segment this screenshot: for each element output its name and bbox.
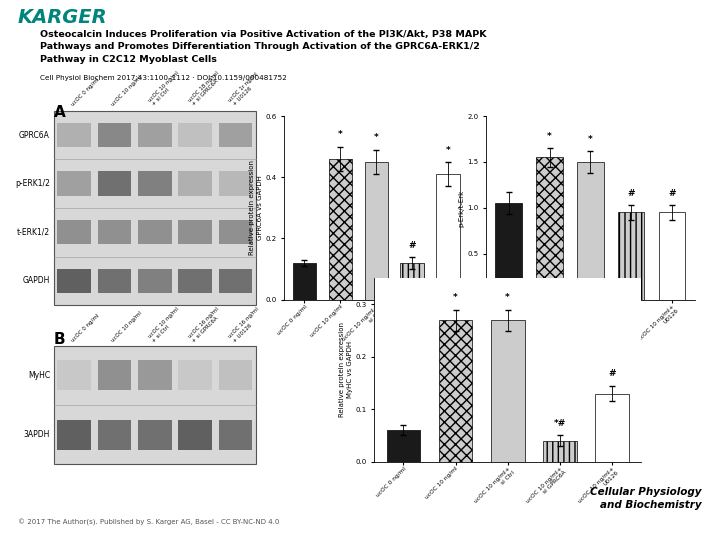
Bar bbox=[436, 174, 459, 300]
Bar bbox=[618, 212, 644, 300]
Text: *: * bbox=[505, 293, 510, 302]
Text: #: # bbox=[668, 189, 676, 198]
Bar bbox=[218, 172, 253, 195]
Bar bbox=[438, 320, 472, 462]
Text: ucOC 1r ng/ml
+ U0126: ucOC 1r ng/ml + U0126 bbox=[228, 71, 264, 107]
Bar bbox=[328, 159, 352, 300]
Bar bbox=[178, 123, 212, 147]
Bar bbox=[577, 162, 603, 300]
Bar bbox=[138, 172, 172, 195]
Text: GAPDH: GAPDH bbox=[22, 276, 50, 285]
Bar bbox=[97, 123, 132, 147]
Bar bbox=[543, 441, 577, 462]
Bar bbox=[364, 162, 388, 300]
Y-axis label: Relative protein expression
MyHC vs GAPDH: Relative protein expression MyHC vs GAPD… bbox=[339, 322, 353, 417]
Bar bbox=[57, 420, 91, 449]
Bar bbox=[218, 361, 253, 390]
Bar bbox=[387, 430, 420, 462]
Bar bbox=[293, 263, 316, 300]
Text: *: * bbox=[453, 293, 458, 302]
Text: *: * bbox=[374, 133, 379, 143]
Bar bbox=[57, 172, 91, 195]
Text: ucOC 0 ng/ml: ucOC 0 ng/ml bbox=[71, 77, 101, 107]
Y-axis label: p-Erk/t-Erk: p-Erk/t-Erk bbox=[459, 190, 464, 226]
Text: ucOC 10 ng/ml: ucOC 10 ng/ml bbox=[111, 311, 143, 343]
Bar bbox=[57, 123, 91, 147]
Bar bbox=[595, 394, 629, 462]
Text: 3APDH: 3APDH bbox=[24, 430, 50, 439]
Text: GPRC6A: GPRC6A bbox=[19, 131, 50, 139]
Bar bbox=[218, 123, 253, 147]
Text: *: * bbox=[338, 130, 343, 139]
Text: B: B bbox=[54, 332, 66, 347]
Text: ucOC 10 ng/ml
+ si Ctrl: ucOC 10 ng/ml + si Ctrl bbox=[147, 307, 184, 343]
Text: *#: *# bbox=[554, 419, 566, 428]
Text: #: # bbox=[608, 369, 616, 379]
Bar bbox=[178, 172, 212, 195]
Bar bbox=[97, 268, 132, 293]
Bar bbox=[490, 320, 525, 462]
Text: ucOC 16 ng/ml
+ U0126: ucOC 16 ng/ml + U0126 bbox=[228, 307, 264, 343]
Text: ucOC 0 ng/ml: ucOC 0 ng/ml bbox=[71, 313, 101, 343]
Bar bbox=[178, 220, 212, 244]
Text: *: * bbox=[547, 132, 552, 141]
Text: p-ERK1/2: p-ERK1/2 bbox=[15, 179, 50, 188]
Bar bbox=[218, 268, 253, 293]
Text: ucOC 10 ng/ml
+ si Ctrl: ucOC 10 ng/ml + si Ctrl bbox=[147, 70, 184, 107]
Text: A: A bbox=[54, 105, 66, 120]
Text: #: # bbox=[408, 240, 416, 249]
Bar bbox=[495, 203, 522, 300]
Text: © 2017 The Author(s). Published by S. Karger AG, Basel - CC BY-NC-ND 4.0: © 2017 The Author(s). Published by S. Ka… bbox=[18, 519, 279, 526]
Bar bbox=[218, 220, 253, 244]
Bar bbox=[138, 220, 172, 244]
FancyBboxPatch shape bbox=[54, 111, 256, 305]
Y-axis label: Relative protein expression
GPRC6A vs GAPDH: Relative protein expression GPRC6A vs GA… bbox=[249, 160, 263, 255]
Bar bbox=[57, 361, 91, 390]
Bar bbox=[57, 268, 91, 293]
Text: KARGER: KARGER bbox=[18, 8, 107, 27]
Bar bbox=[97, 172, 132, 195]
Bar bbox=[178, 361, 212, 390]
Bar bbox=[400, 263, 424, 300]
Text: Cell Physiol Biochem 2017;43:1100–1112 · DOI:10.1159/000481752: Cell Physiol Biochem 2017;43:1100–1112 ·… bbox=[40, 75, 287, 80]
Text: ucOC 18 ng/ml
+ si GPRC6A: ucOC 18 ng/ml + si GPRC6A bbox=[187, 70, 224, 107]
Text: Cellular Physiology
and Biochemistry: Cellular Physiology and Biochemistry bbox=[590, 487, 702, 510]
Text: ucOC 10 ng/ml: ucOC 10 ng/ml bbox=[111, 75, 143, 107]
Text: Osteocalcin Induces Proliferation via Positive Activation of the PI3K/Akt, P38 M: Osteocalcin Induces Proliferation via Po… bbox=[40, 30, 486, 64]
Text: MyHC: MyHC bbox=[28, 371, 50, 380]
Bar bbox=[97, 420, 132, 449]
Bar bbox=[178, 420, 212, 449]
Text: ucOC 16 ng/ml
+ si GPRC6A: ucOC 16 ng/ml + si GPRC6A bbox=[187, 307, 224, 343]
FancyBboxPatch shape bbox=[54, 346, 256, 464]
Bar bbox=[57, 220, 91, 244]
Text: *: * bbox=[446, 146, 451, 154]
Bar bbox=[659, 212, 685, 300]
Bar bbox=[536, 157, 563, 300]
Bar bbox=[138, 361, 172, 390]
Text: *: * bbox=[588, 134, 593, 144]
Bar bbox=[138, 123, 172, 147]
Bar bbox=[218, 420, 253, 449]
Bar bbox=[97, 361, 132, 390]
Text: #: # bbox=[627, 189, 635, 198]
Bar bbox=[97, 220, 132, 244]
Bar bbox=[138, 268, 172, 293]
Bar bbox=[178, 268, 212, 293]
Text: t-ERK1/2: t-ERK1/2 bbox=[17, 228, 50, 237]
Bar bbox=[138, 420, 172, 449]
